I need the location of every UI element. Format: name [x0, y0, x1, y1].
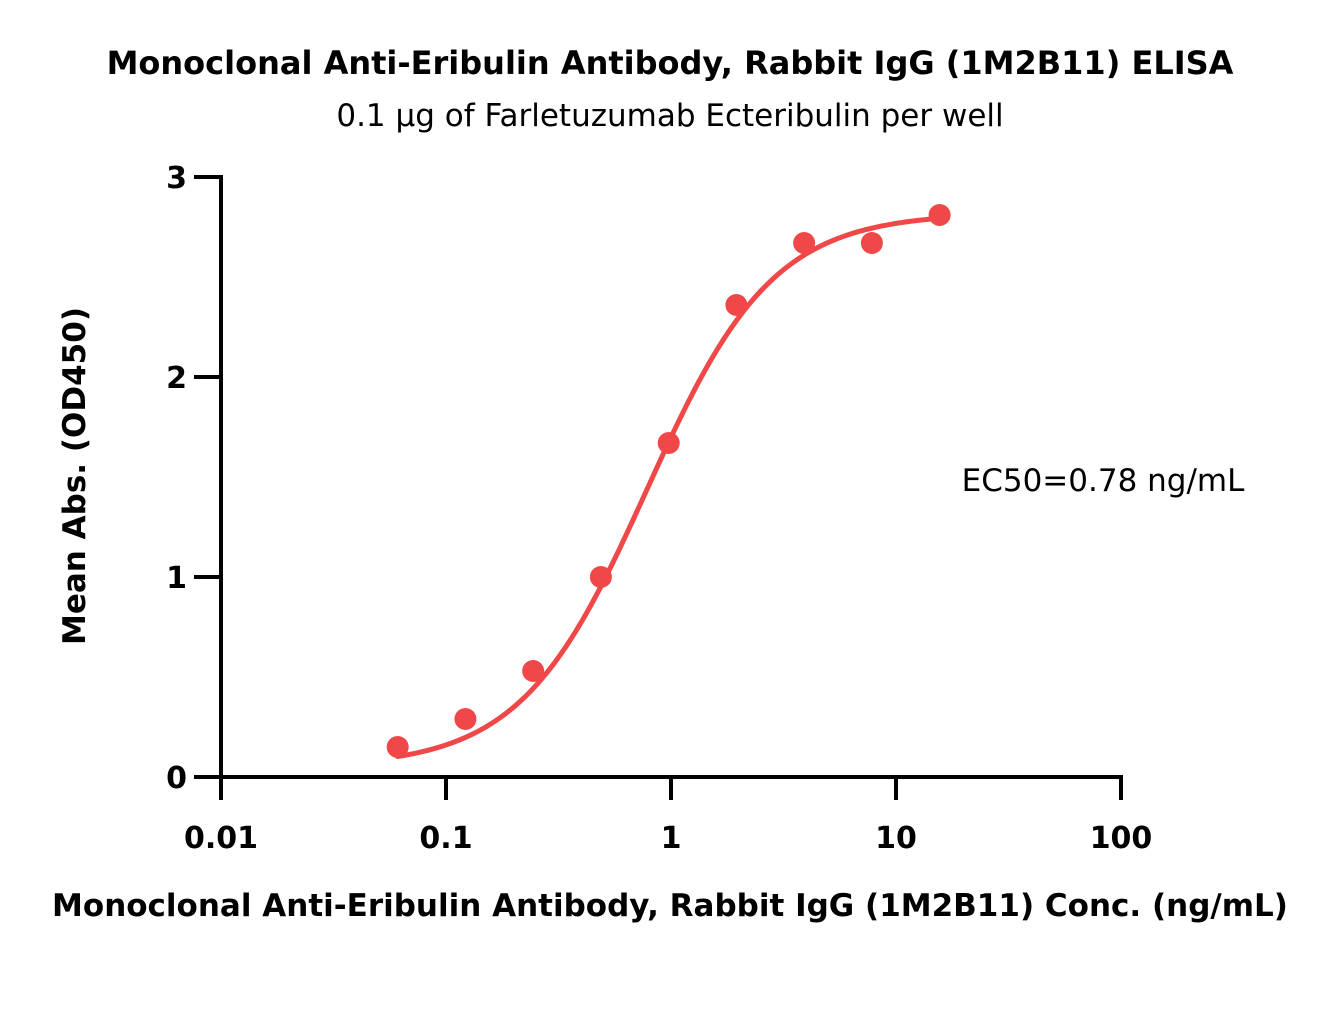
y-tick-label: 2 [166, 361, 187, 396]
y-axis-title: Mean Abs. (OD450) [57, 307, 93, 645]
data-point [386, 736, 409, 758]
x-tick-label: 10 [875, 821, 917, 856]
y-tick-label: 3 [166, 161, 187, 196]
fit-curve-layer [395, 215, 943, 760]
x-axis-title: Monoclonal Anti-Eribulin Antibody, Rabbi… [52, 888, 1288, 924]
y-tick-label: 1 [166, 561, 187, 596]
data-point [793, 232, 816, 254]
y-tick-label: 0 [166, 761, 187, 796]
x-tick-label: 0.1 [419, 821, 472, 856]
data-points-layer [386, 204, 951, 758]
x-tick-label: 1 [661, 821, 682, 856]
data-point [860, 232, 883, 254]
data-point [454, 708, 477, 730]
x-tick-label: 100 [1090, 821, 1153, 856]
data-point [725, 294, 748, 316]
data-point [657, 432, 680, 454]
data-point [928, 204, 951, 226]
ec50-annotation: EC50=0.78 ng/mL [962, 463, 1245, 499]
data-point [522, 660, 545, 682]
axis-ticks: 0.01 0.1 1 10 100 0 1 2 3 [166, 161, 1152, 856]
chart-title: Monoclonal Anti-Eribulin Antibody, Rabbi… [106, 44, 1234, 82]
x-tick-label: 0.01 [184, 821, 258, 856]
data-point [589, 566, 612, 588]
chart-subtitle: 0.1 µg of Farletuzumab Ecteribulin per w… [336, 98, 1004, 134]
fit-curve [395, 215, 943, 760]
